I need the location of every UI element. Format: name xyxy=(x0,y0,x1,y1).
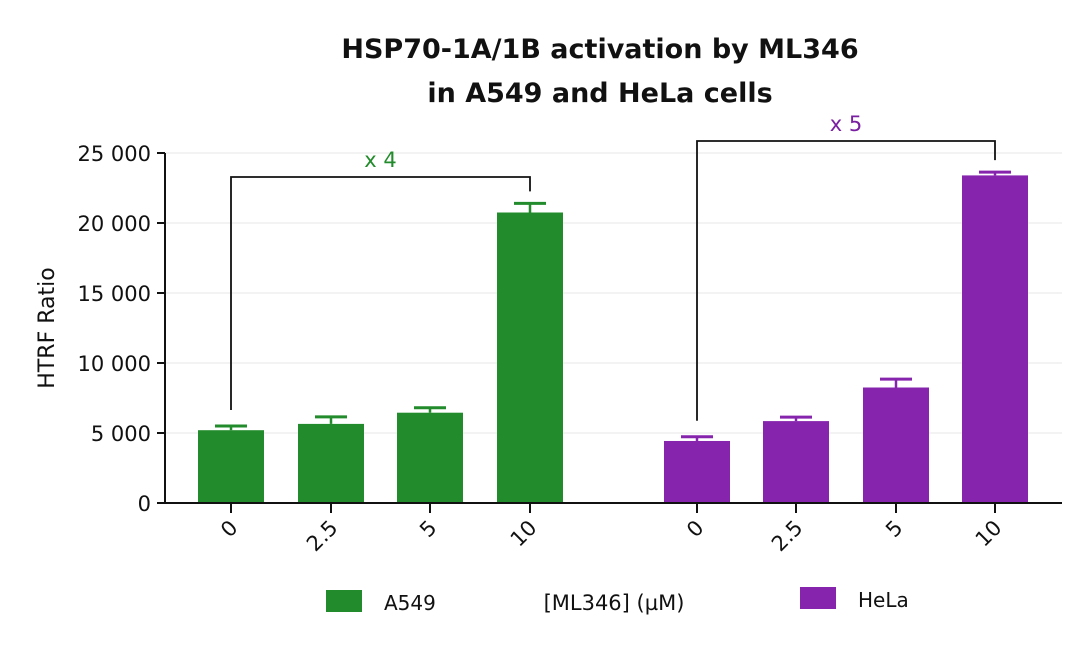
fold-change-label: x 5 xyxy=(830,112,862,136)
y-tick-label: 15 000 xyxy=(78,282,151,306)
fold-change-bracket xyxy=(230,176,531,410)
bar xyxy=(397,412,463,503)
x-tick-label: 5 xyxy=(415,516,441,542)
legend-swatch-a549 xyxy=(326,590,362,612)
fold-change-bracket xyxy=(696,140,996,421)
bar xyxy=(863,387,929,503)
x-tick-label: 10 xyxy=(506,516,542,552)
y-tick-label: 5 000 xyxy=(91,422,151,446)
legend-swatch-hela xyxy=(800,587,836,609)
y-tick-label: 0 xyxy=(138,492,151,516)
x-tick-label: 5 xyxy=(881,516,907,542)
fold-change-label: x 4 xyxy=(364,148,396,172)
x-tick-label: 2.5 xyxy=(302,516,343,557)
chart-title-line-2: in A549 and HeLa cells xyxy=(427,78,772,109)
x-tick-label: 10 xyxy=(971,516,1007,552)
x-axis-label: [ML346] (µM) xyxy=(544,591,685,615)
legend-label-a549: A549 xyxy=(384,591,436,615)
bar xyxy=(763,421,829,503)
y-axis-label: HTRF Ratio xyxy=(35,267,60,388)
bar xyxy=(962,175,1028,503)
x-tick-label: 2.5 xyxy=(767,516,808,557)
y-tick-label: 20 000 xyxy=(78,212,151,236)
bar xyxy=(497,212,563,503)
y-tick-label: 10 000 xyxy=(78,352,151,376)
bar xyxy=(198,430,264,503)
legend-label-hela: HeLa xyxy=(858,588,909,612)
x-tick-label: 0 xyxy=(682,516,708,542)
bar xyxy=(664,440,730,503)
x-tick-label: 0 xyxy=(216,516,242,542)
y-tick-label: 25 000 xyxy=(78,142,151,166)
chart-title-line-1: HSP70-1A/1B activation by ML346 xyxy=(341,34,858,65)
bar xyxy=(298,423,364,503)
